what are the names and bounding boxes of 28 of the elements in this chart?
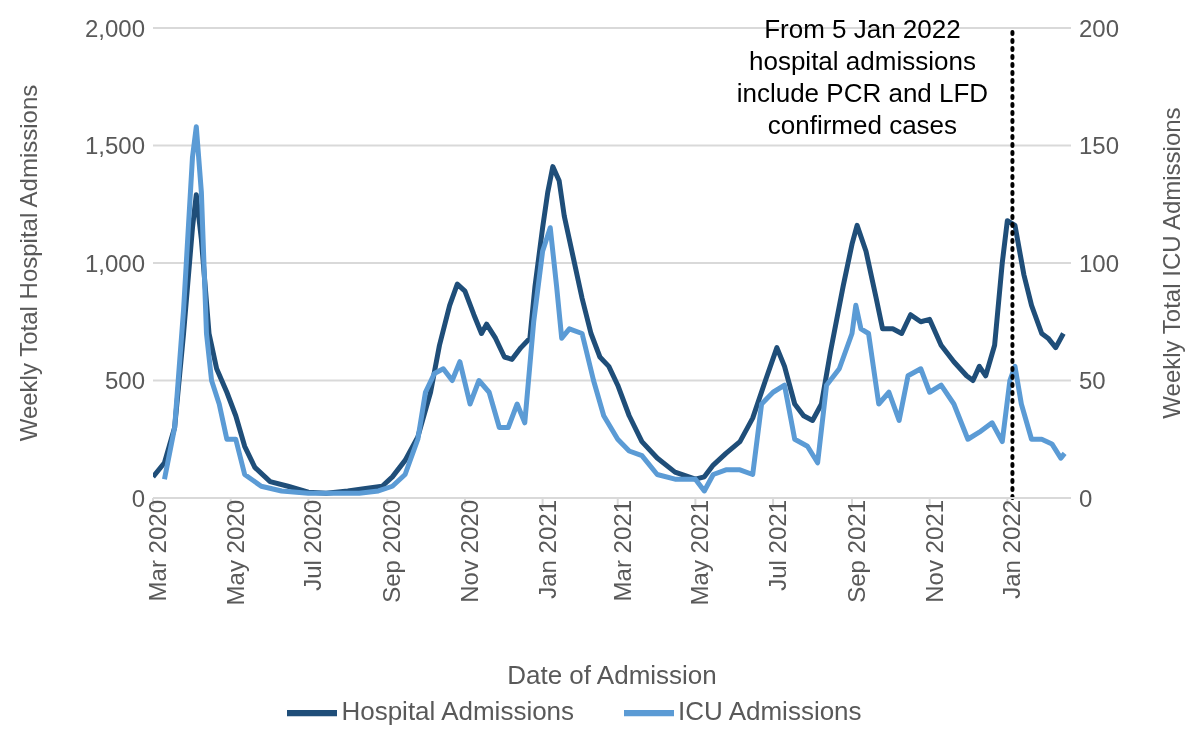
x-tick-label: Jul 2020 bbox=[299, 500, 327, 591]
y2-tick-label: 200 bbox=[1079, 14, 1120, 42]
x-tick-label: Jul 2021 bbox=[764, 500, 792, 591]
y-tick-label: 1,500 bbox=[84, 132, 145, 160]
y-tick-label: 0 bbox=[131, 484, 145, 512]
y-tick-label: 1,000 bbox=[84, 249, 145, 277]
x-tick-label: Jan 2021 bbox=[533, 500, 561, 599]
x-tick-label: Mar 2021 bbox=[608, 500, 636, 602]
ref-line-label: From 5 Jan 2022 hospital admissions include PCR and LFD confirmed cases bbox=[736, 14, 989, 140]
y2-tick-label: 100 bbox=[1079, 249, 1120, 277]
x-tick-label: May 2021 bbox=[686, 500, 714, 606]
legend-label: Hospital Admissions bbox=[341, 695, 575, 726]
legend-label: ICU Admissions bbox=[678, 695, 862, 726]
x-tick-label: Jan 2022 bbox=[998, 500, 1026, 599]
y2-tick-label: 0 bbox=[1079, 484, 1093, 512]
x-tick-label: Sep 2021 bbox=[843, 500, 871, 603]
x-tick-label: Nov 2020 bbox=[455, 500, 483, 603]
x-tick-label: Mar 2020 bbox=[144, 500, 172, 602]
y2-tick-label: 50 bbox=[1079, 367, 1106, 395]
y-tick-label: 2,000 bbox=[84, 14, 145, 42]
y2-axis-title: Weekly Total ICU Admissions bbox=[1157, 107, 1185, 419]
x-tick-label: May 2020 bbox=[221, 500, 249, 606]
y-axis-title: Weekly Total Hospital Admissions bbox=[14, 84, 42, 442]
x-tick-label: Sep 2020 bbox=[378, 500, 406, 603]
y-tick-label: 500 bbox=[104, 367, 145, 395]
y2-tick-label: 150 bbox=[1079, 132, 1120, 160]
x-tick-label: Nov 2021 bbox=[920, 500, 948, 603]
x-axis-title: Date of Admission bbox=[507, 660, 717, 690]
